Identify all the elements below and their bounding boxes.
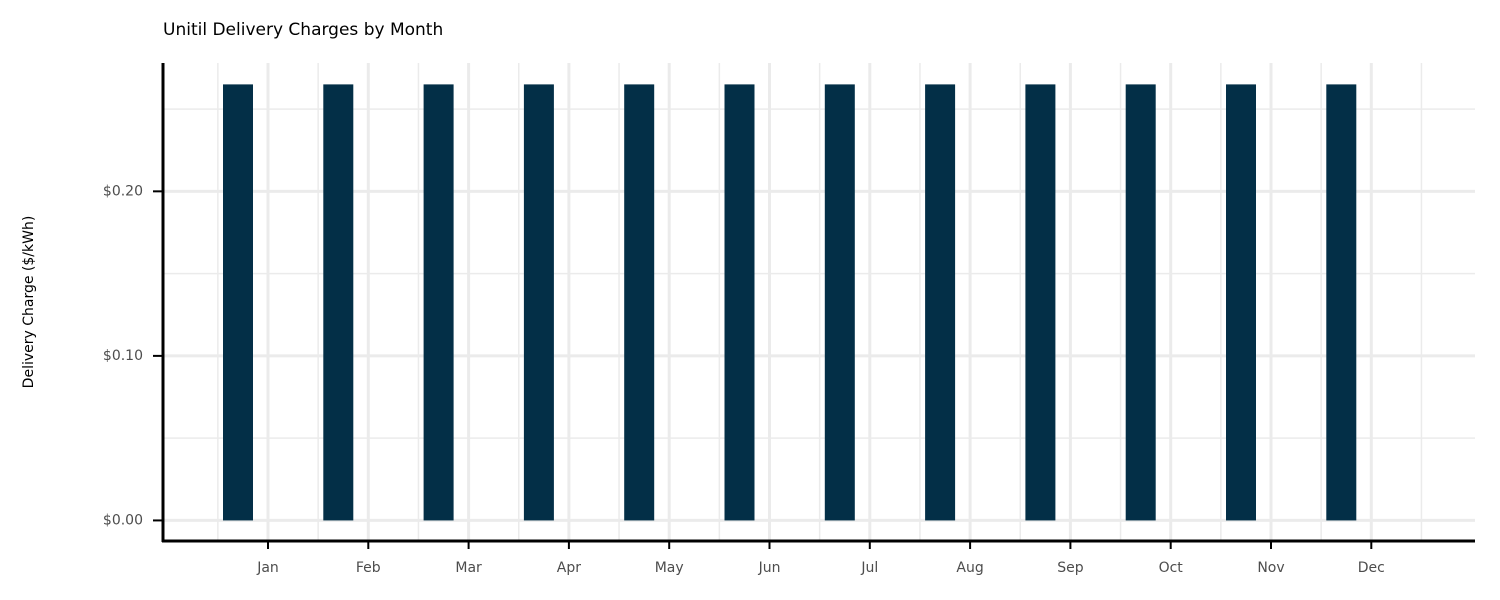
x-tick-label: Oct <box>1159 560 1184 576</box>
bar <box>1125 84 1156 521</box>
bar <box>1226 84 1256 521</box>
bar <box>423 84 454 521</box>
bar <box>223 84 253 521</box>
x-tick-label: Feb <box>356 560 381 576</box>
bar <box>323 84 354 521</box>
x-tick-label: Dec <box>1358 560 1385 576</box>
x-tick-label: Jan <box>256 560 279 576</box>
bar <box>925 84 956 521</box>
bar <box>824 84 855 521</box>
x-tick-label: Jul <box>860 560 878 576</box>
y-tick-label: $0.20 <box>103 183 143 199</box>
x-tick-label: Apr <box>557 560 581 576</box>
y-tick-label: $0.00 <box>103 512 143 528</box>
x-tick-label: Nov <box>1257 560 1284 576</box>
x-tick-label: Sep <box>1057 560 1084 576</box>
bar <box>523 84 554 521</box>
y-tick-label: $0.10 <box>103 348 143 364</box>
x-tick-label: Aug <box>956 560 983 576</box>
bar <box>724 84 755 521</box>
grid <box>163 63 1475 541</box>
marks <box>223 84 1357 521</box>
x-tick-label: May <box>655 560 684 576</box>
x-tick-label: Jun <box>758 560 781 576</box>
bar <box>624 84 655 521</box>
y-axis-title: Delivery Charge ($/kWh) <box>21 216 37 389</box>
bar <box>1326 84 1357 521</box>
bar <box>1025 84 1056 521</box>
chart-title: Unitil Delivery Charges by Month <box>163 20 443 40</box>
x-tick-label: Mar <box>455 560 482 576</box>
